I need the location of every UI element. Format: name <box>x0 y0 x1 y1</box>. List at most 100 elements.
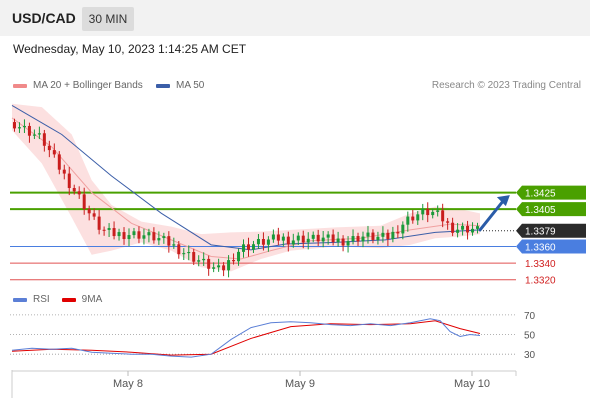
candle <box>371 229 375 244</box>
rsi-swatch-icon <box>13 297 27 302</box>
candle <box>291 233 295 248</box>
candle-body <box>57 154 61 170</box>
price-label-1.3320: 1.3320 <box>525 276 556 287</box>
candle-body <box>237 251 241 262</box>
x-tick-label: May 10 <box>454 378 490 390</box>
candle-body <box>192 252 196 262</box>
candle <box>356 232 360 246</box>
rsi-tick-label: 50 <box>524 331 536 342</box>
candle <box>386 229 390 247</box>
candle <box>97 209 101 235</box>
rsi-legend-label: RSI <box>33 294 50 305</box>
candle-body <box>87 209 91 214</box>
candle <box>122 227 126 245</box>
candle <box>172 237 176 249</box>
candle <box>351 229 355 245</box>
candle-body <box>207 258 211 269</box>
candle <box>266 236 270 252</box>
candle <box>411 209 415 224</box>
candle <box>92 208 96 220</box>
candle <box>376 231 380 245</box>
candle-body <box>152 232 156 241</box>
price-tag-bg <box>516 185 586 200</box>
candle-body <box>212 267 216 269</box>
candle-body <box>112 228 116 237</box>
candle <box>286 231 290 252</box>
candle <box>271 229 275 243</box>
candle <box>476 222 480 234</box>
forecast-arrow-icon <box>496 195 510 207</box>
candle <box>222 262 226 277</box>
candle-body <box>217 265 221 268</box>
candle-body <box>311 234 315 239</box>
candle <box>152 227 156 244</box>
candle <box>361 231 365 248</box>
candle <box>207 255 211 276</box>
candle-body <box>227 260 231 271</box>
candle-body <box>341 238 345 246</box>
candle-body <box>32 134 36 136</box>
candle-body <box>246 244 250 250</box>
candle-body <box>376 236 380 240</box>
ma9-legend-label: 9MA <box>81 294 103 305</box>
candle-body <box>182 253 186 255</box>
candle <box>37 126 41 140</box>
candle-body <box>107 228 111 230</box>
timeframe-button[interactable]: 30 MIN <box>82 7 134 31</box>
candle-body <box>242 244 246 252</box>
candle-body <box>356 236 360 242</box>
candle <box>441 203 445 228</box>
price-tag-text: 1.3405 <box>525 205 556 216</box>
candle <box>107 223 111 238</box>
rsi-ma9-line <box>11 320 481 356</box>
candle <box>137 226 141 244</box>
candle <box>326 231 330 245</box>
candle <box>461 222 465 236</box>
candle <box>177 240 181 259</box>
forecast-arrow-shaft <box>478 198 506 232</box>
candle-body <box>256 239 260 245</box>
candle-body <box>72 188 76 192</box>
candle-body <box>326 234 330 238</box>
candle-body <box>476 226 480 229</box>
candle <box>391 226 395 243</box>
candle-body <box>222 265 226 271</box>
candle-body <box>202 258 206 261</box>
candle <box>32 129 36 140</box>
candle-body <box>117 232 121 237</box>
candle-body <box>122 232 126 240</box>
candle-body <box>67 173 71 189</box>
candle <box>256 234 260 249</box>
price-label-1.3340: 1.3340 <box>525 259 556 270</box>
candle <box>341 235 345 252</box>
candle-body <box>266 239 270 245</box>
candle-body <box>431 211 435 216</box>
candle-body <box>381 232 385 237</box>
candle <box>87 205 91 221</box>
candle <box>237 248 241 266</box>
candle-body <box>177 244 181 255</box>
candle <box>331 229 335 246</box>
candle <box>182 248 186 260</box>
x-tick-label: May 9 <box>285 378 315 390</box>
price-tag-bg <box>516 239 586 254</box>
candle-body <box>37 133 41 135</box>
candle-body <box>401 224 405 234</box>
candle-body <box>142 235 146 239</box>
credit-label: Research © 2023 Trading Central <box>431 80 581 91</box>
candle-body <box>261 239 265 245</box>
candle <box>227 255 231 278</box>
candle <box>12 118 16 132</box>
candle <box>336 231 340 247</box>
candle-body <box>232 260 236 262</box>
candle <box>147 228 151 243</box>
candle <box>251 240 255 253</box>
candle <box>167 231 171 253</box>
candle <box>261 232 265 251</box>
candle-body <box>421 208 425 215</box>
candle-body <box>346 241 350 246</box>
candle <box>27 122 31 143</box>
candle-body <box>251 244 255 250</box>
price-label-1.3379: 1.3379 <box>516 223 586 238</box>
